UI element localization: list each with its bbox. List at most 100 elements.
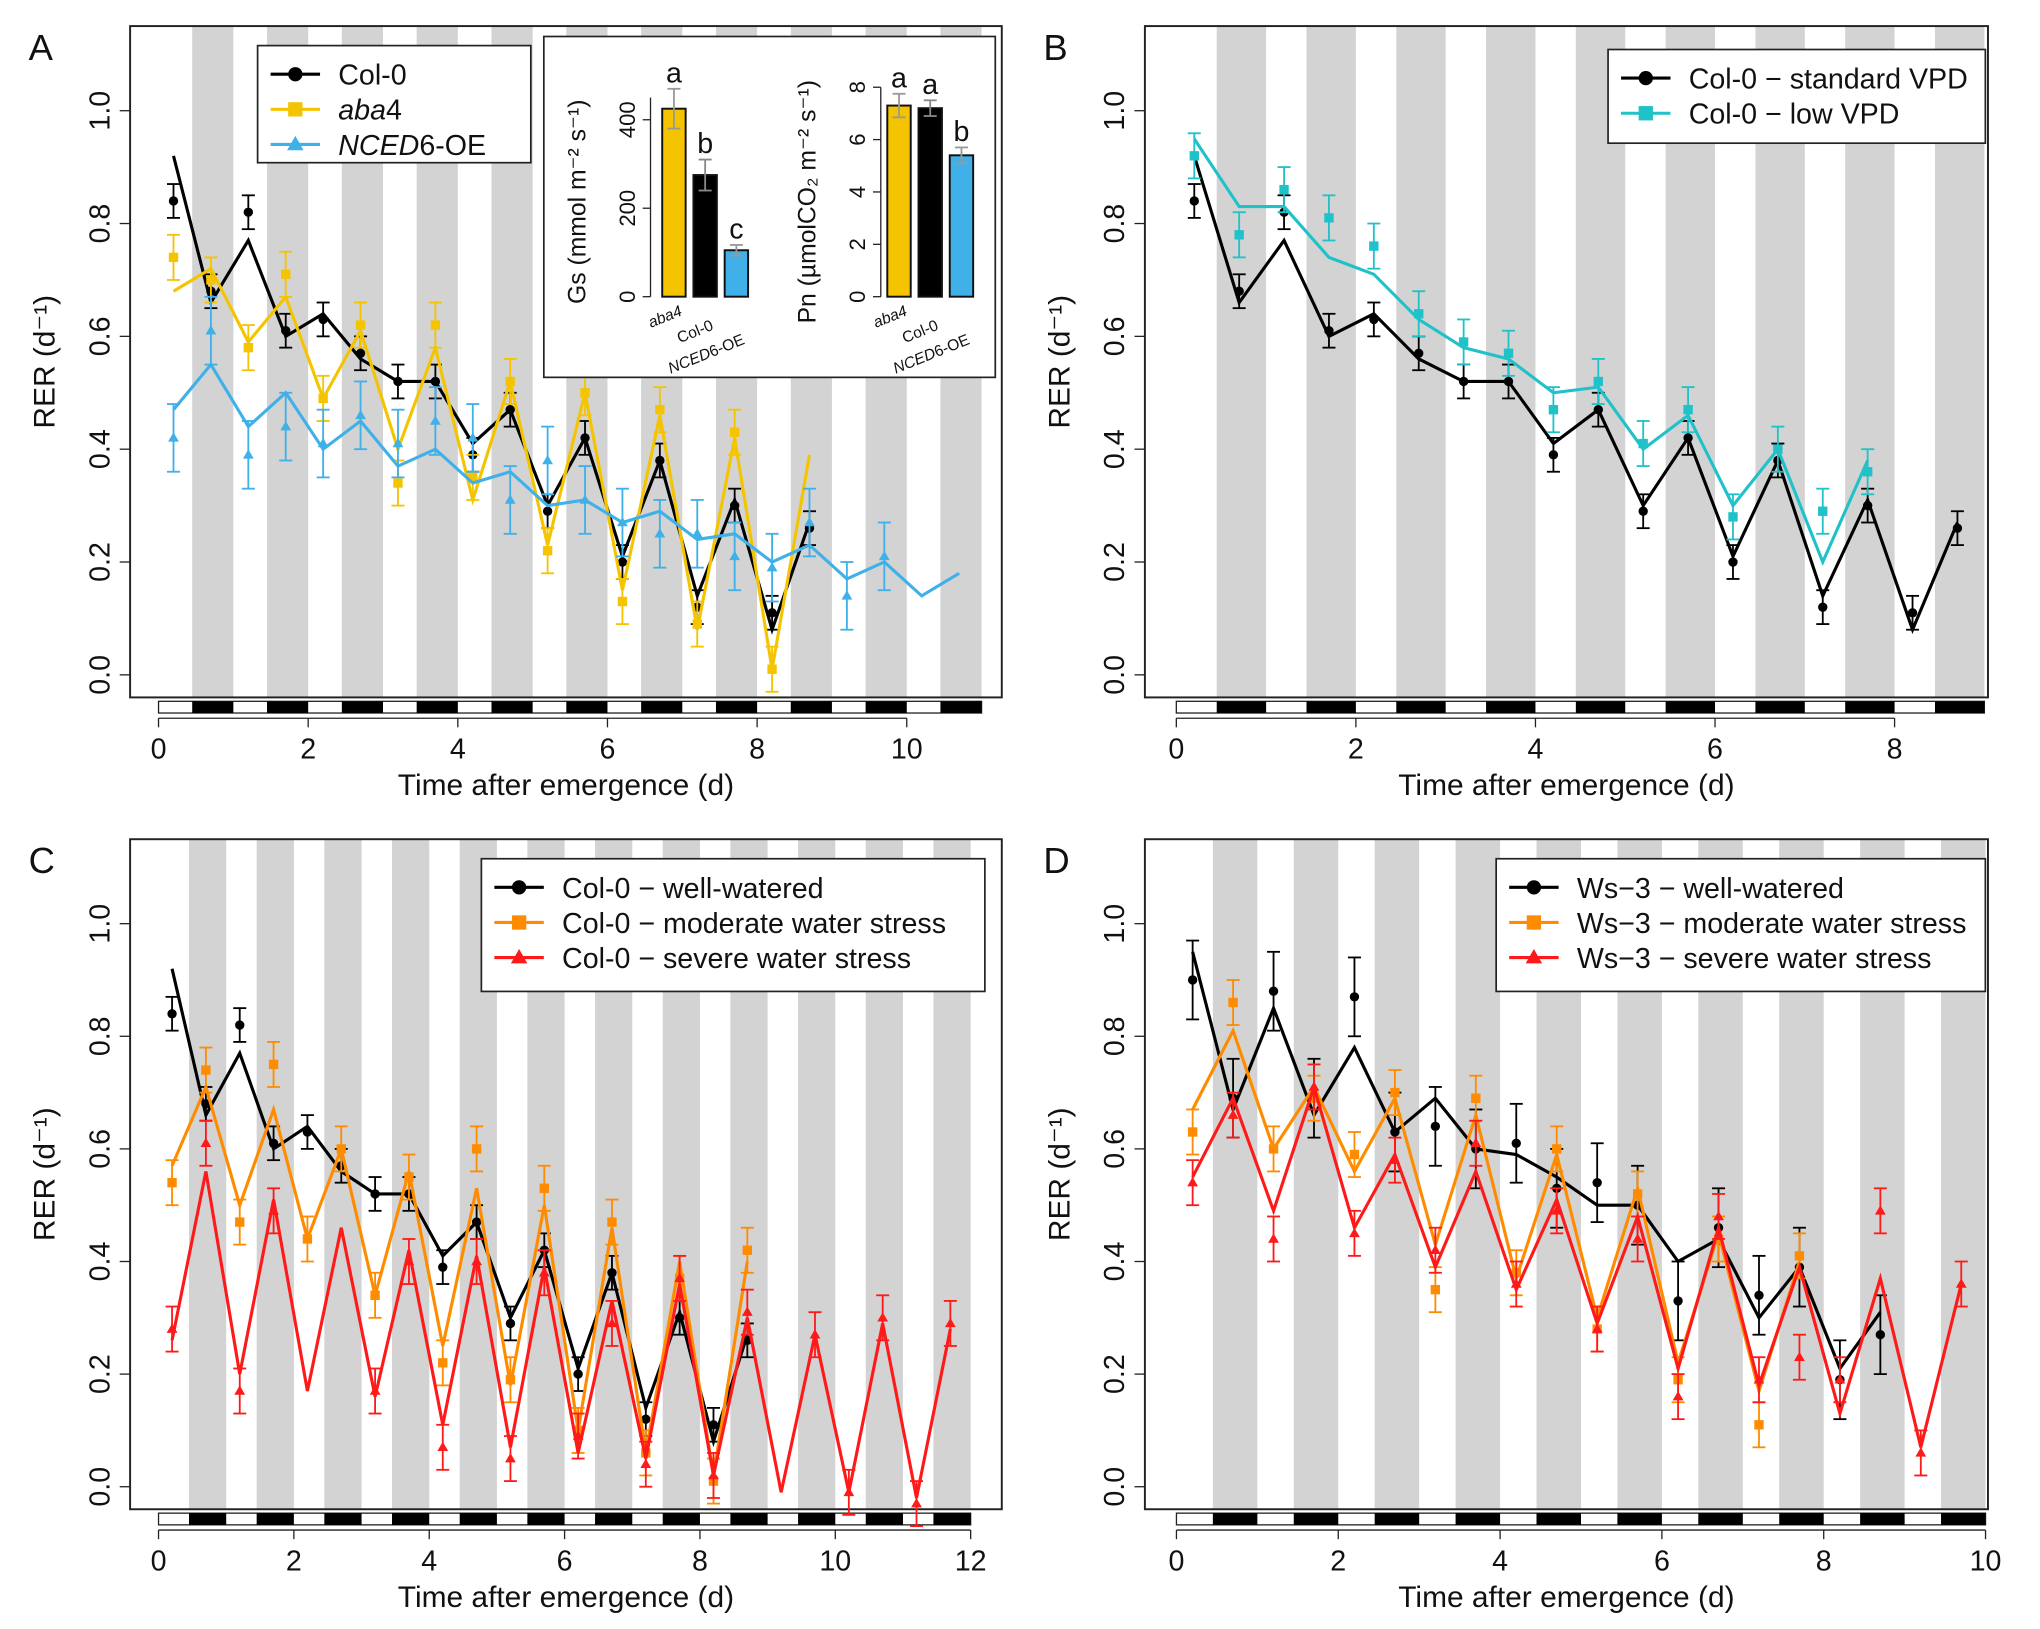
point-triangle bbox=[287, 135, 304, 151]
point-square bbox=[206, 275, 216, 285]
legend-label: Col-0 − severe water stress bbox=[562, 943, 911, 975]
point-circle bbox=[1593, 405, 1603, 415]
point-square bbox=[1683, 405, 1693, 415]
point-square bbox=[468, 472, 478, 483]
y-tick-label: 1.0 bbox=[1099, 91, 1131, 131]
point-circle bbox=[1862, 500, 1873, 511]
fit-line bbox=[170, 1171, 952, 1499]
dark-period-bar bbox=[267, 701, 309, 714]
panel-B: 0 2 4 6 8 Time after emergence (d) 0.0 0.2 0.4 0.… bbox=[1043, 25, 1989, 802]
legend-label: Col-0 − moderate water stress bbox=[562, 908, 946, 940]
x-tick-label: 8 bbox=[1887, 734, 1903, 766]
y-tick-label: 0.6 bbox=[84, 316, 116, 356]
point-triangle bbox=[168, 432, 179, 442]
point-square bbox=[1638, 106, 1653, 121]
y-tick-label: 0.8 bbox=[84, 204, 116, 244]
legend-label-italic: NCED bbox=[338, 130, 419, 162]
point-square bbox=[168, 252, 179, 263]
legend-label: Col-0 − well-watered bbox=[562, 873, 824, 905]
series-0 bbox=[1187, 155, 1964, 635]
fit-line bbox=[171, 155, 811, 635]
point-circle bbox=[655, 455, 665, 466]
inset-y-tick-label: 400 bbox=[615, 101, 640, 138]
dark-period-bar bbox=[865, 701, 907, 714]
dark-period-bar bbox=[940, 701, 982, 714]
point-triangle bbox=[1510, 1278, 1522, 1288]
point-square bbox=[1390, 1087, 1400, 1098]
dark-period-bar bbox=[1293, 1513, 1339, 1525]
point-triangle bbox=[843, 1486, 855, 1497]
point-triangle bbox=[1187, 1177, 1199, 1187]
point-triangle bbox=[504, 494, 516, 504]
point-circle bbox=[1458, 376, 1469, 387]
y-tick-label: 0.6 bbox=[1099, 316, 1131, 356]
point-triangle bbox=[403, 1255, 415, 1266]
point-square bbox=[393, 478, 403, 488]
dark-period-bar bbox=[1860, 1513, 1905, 1525]
point-circle bbox=[370, 1189, 380, 1199]
point-triangle bbox=[809, 1329, 821, 1339]
x-tick-label: 2 bbox=[300, 734, 316, 766]
y-tick-label: 0.8 bbox=[84, 1016, 116, 1056]
fit-line bbox=[172, 266, 812, 670]
point-square bbox=[268, 1059, 279, 1070]
significance-letter: a bbox=[666, 57, 682, 89]
point-circle bbox=[1511, 1138, 1521, 1148]
point-circle bbox=[471, 1217, 482, 1227]
point-square bbox=[1349, 1149, 1360, 1160]
point-triangle bbox=[1349, 1227, 1360, 1238]
point-square bbox=[404, 1172, 414, 1182]
point-square bbox=[1228, 997, 1238, 1008]
point-circle bbox=[318, 314, 328, 325]
point-circle bbox=[201, 1099, 211, 1109]
legend-label: aba4 bbox=[338, 95, 402, 127]
legend-label-rest: 4 bbox=[386, 95, 402, 127]
point-triangle bbox=[1632, 1233, 1644, 1243]
point-square bbox=[655, 405, 665, 415]
y-tick-label: 0.0 bbox=[84, 655, 116, 695]
x-axis-label: Time after emergence (d) bbox=[1398, 1581, 1734, 1614]
point-circle bbox=[1390, 1127, 1400, 1137]
inset-bar-NCED6-OE bbox=[948, 154, 975, 298]
legend-label: Col-0 − standard VPD bbox=[1689, 64, 1968, 96]
point-square bbox=[471, 1144, 482, 1154]
x-tick-label: 8 bbox=[749, 734, 765, 766]
point-square bbox=[1414, 309, 1424, 319]
point-square bbox=[1862, 467, 1873, 477]
point-circle bbox=[1349, 992, 1360, 1002]
x-tick-label: 8 bbox=[692, 1545, 708, 1577]
x-tick-label: 4 bbox=[1492, 1545, 1508, 1577]
x-tick-label: 0 bbox=[151, 1545, 167, 1577]
point-circle bbox=[288, 67, 303, 82]
inset-y-axis-label: Gs (mmol m⁻² s⁻¹) bbox=[564, 99, 591, 303]
legend-box bbox=[1495, 857, 1987, 993]
dark-period-bar bbox=[641, 701, 683, 714]
point-triangle bbox=[606, 1317, 618, 1328]
dark-period-bar bbox=[1536, 1513, 1581, 1525]
point-triangle bbox=[200, 1137, 212, 1148]
point-triangle bbox=[1955, 1278, 1967, 1288]
point-triangle bbox=[804, 516, 815, 527]
legend-label-rest: 6-OE bbox=[419, 130, 486, 162]
point-square bbox=[355, 320, 366, 330]
inset-bar-Col-0 bbox=[692, 174, 718, 298]
point-square bbox=[511, 915, 527, 930]
panel-letter: C bbox=[29, 840, 55, 881]
point-triangle bbox=[766, 562, 778, 572]
plot-frame bbox=[1143, 838, 1989, 1511]
point-triangle bbox=[1834, 1374, 1846, 1384]
significance-letter: a bbox=[891, 62, 907, 94]
y-tick-label: 0.8 bbox=[1099, 1016, 1131, 1056]
point-square bbox=[542, 546, 553, 556]
point-triangle bbox=[1672, 1391, 1684, 1401]
legend-label: Ws−3 − moderate water stress bbox=[1577, 908, 1967, 940]
inset-y-tick-label: 8 bbox=[845, 81, 870, 93]
point-circle bbox=[1187, 975, 1198, 985]
point-circle bbox=[767, 608, 777, 618]
point-square bbox=[1369, 241, 1379, 251]
dark-period-bar bbox=[1779, 1513, 1824, 1525]
plot-frame bbox=[1143, 25, 1989, 699]
dark-period-stripe bbox=[1374, 839, 1420, 1510]
y-tick-label: 1.0 bbox=[84, 904, 116, 944]
dark-period-bar bbox=[527, 1513, 565, 1525]
